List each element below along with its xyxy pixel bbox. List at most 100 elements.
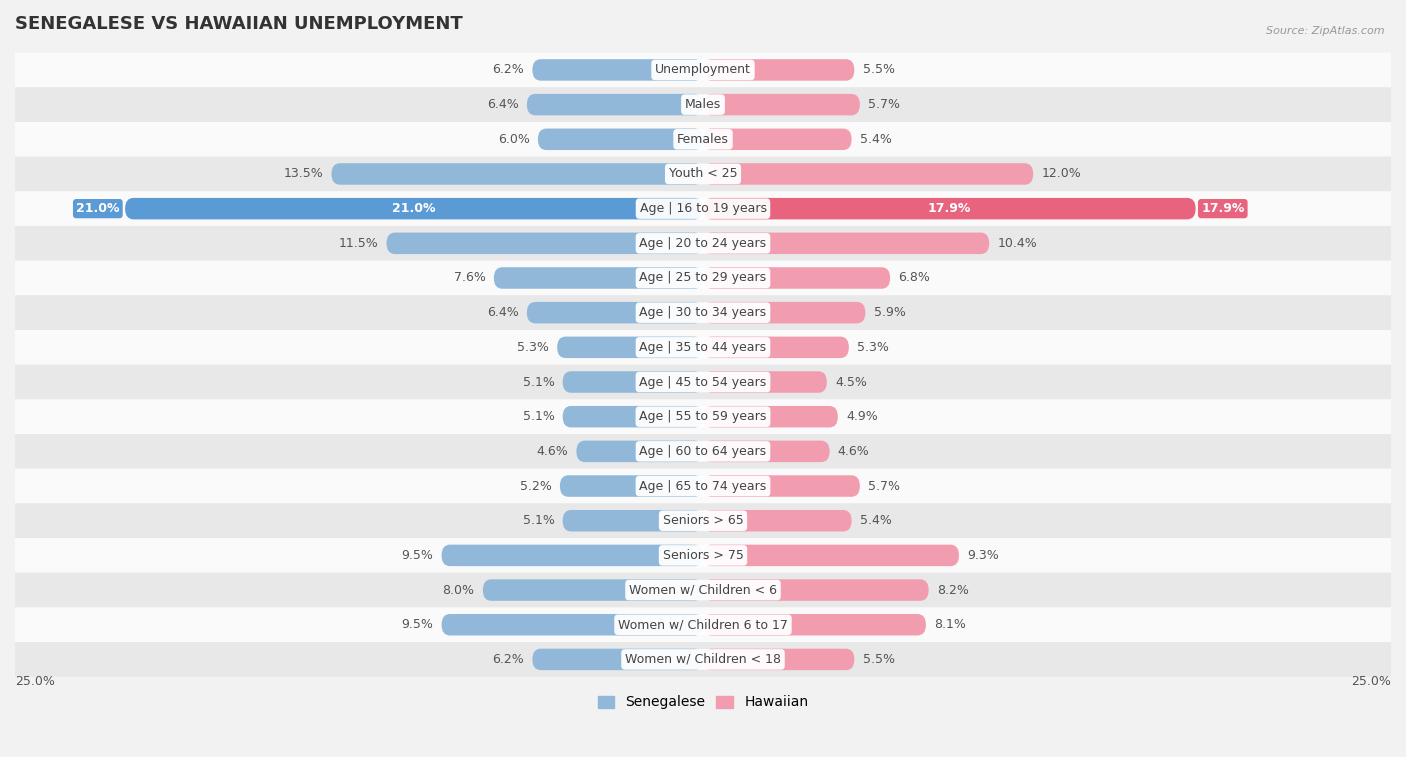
FancyBboxPatch shape bbox=[538, 129, 703, 150]
FancyBboxPatch shape bbox=[562, 406, 703, 428]
FancyBboxPatch shape bbox=[15, 295, 1391, 330]
FancyBboxPatch shape bbox=[15, 157, 1391, 192]
Text: Age | 45 to 54 years: Age | 45 to 54 years bbox=[640, 375, 766, 388]
Text: 9.5%: 9.5% bbox=[402, 549, 433, 562]
FancyBboxPatch shape bbox=[703, 232, 990, 254]
FancyBboxPatch shape bbox=[557, 337, 703, 358]
FancyBboxPatch shape bbox=[703, 59, 855, 81]
Text: 4.6%: 4.6% bbox=[537, 445, 568, 458]
Text: 25.0%: 25.0% bbox=[15, 675, 55, 688]
FancyBboxPatch shape bbox=[15, 365, 1391, 400]
FancyBboxPatch shape bbox=[15, 226, 1391, 260]
Text: 5.7%: 5.7% bbox=[868, 479, 900, 493]
Text: 7.6%: 7.6% bbox=[454, 272, 485, 285]
Text: 11.5%: 11.5% bbox=[339, 237, 378, 250]
FancyBboxPatch shape bbox=[441, 614, 703, 635]
Text: Age | 65 to 74 years: Age | 65 to 74 years bbox=[640, 479, 766, 493]
Text: 4.5%: 4.5% bbox=[835, 375, 868, 388]
Text: 17.9%: 17.9% bbox=[928, 202, 972, 215]
FancyBboxPatch shape bbox=[15, 434, 1391, 469]
FancyBboxPatch shape bbox=[15, 330, 1391, 365]
Text: Women w/ Children < 6: Women w/ Children < 6 bbox=[628, 584, 778, 597]
Text: Age | 16 to 19 years: Age | 16 to 19 years bbox=[640, 202, 766, 215]
Legend: Senegalese, Hawaiian: Senegalese, Hawaiian bbox=[592, 690, 814, 715]
FancyBboxPatch shape bbox=[527, 302, 703, 323]
FancyBboxPatch shape bbox=[15, 503, 1391, 538]
Text: Males: Males bbox=[685, 98, 721, 111]
FancyBboxPatch shape bbox=[387, 232, 703, 254]
FancyBboxPatch shape bbox=[15, 573, 1391, 607]
Text: Women w/ Children < 18: Women w/ Children < 18 bbox=[626, 653, 780, 666]
Text: 21.0%: 21.0% bbox=[76, 202, 120, 215]
FancyBboxPatch shape bbox=[15, 192, 1391, 226]
Text: 5.1%: 5.1% bbox=[523, 375, 554, 388]
Text: 21.0%: 21.0% bbox=[392, 202, 436, 215]
FancyBboxPatch shape bbox=[703, 371, 827, 393]
FancyBboxPatch shape bbox=[560, 475, 703, 497]
Text: 25.0%: 25.0% bbox=[1351, 675, 1391, 688]
FancyBboxPatch shape bbox=[441, 544, 703, 566]
Text: Unemployment: Unemployment bbox=[655, 64, 751, 76]
FancyBboxPatch shape bbox=[703, 337, 849, 358]
FancyBboxPatch shape bbox=[332, 164, 703, 185]
Text: 5.9%: 5.9% bbox=[873, 306, 905, 319]
Text: 6.8%: 6.8% bbox=[898, 272, 931, 285]
Text: Age | 60 to 64 years: Age | 60 to 64 years bbox=[640, 445, 766, 458]
FancyBboxPatch shape bbox=[703, 198, 1195, 220]
Text: 5.3%: 5.3% bbox=[517, 341, 548, 354]
Text: Age | 55 to 59 years: Age | 55 to 59 years bbox=[640, 410, 766, 423]
Text: 12.0%: 12.0% bbox=[1042, 167, 1081, 180]
FancyBboxPatch shape bbox=[703, 649, 855, 670]
Text: 17.9%: 17.9% bbox=[1201, 202, 1244, 215]
Text: 4.9%: 4.9% bbox=[846, 410, 877, 423]
Text: Source: ZipAtlas.com: Source: ZipAtlas.com bbox=[1267, 26, 1385, 36]
Text: 5.4%: 5.4% bbox=[860, 514, 891, 527]
Text: 6.4%: 6.4% bbox=[486, 306, 519, 319]
Text: Age | 20 to 24 years: Age | 20 to 24 years bbox=[640, 237, 766, 250]
FancyBboxPatch shape bbox=[703, 302, 865, 323]
FancyBboxPatch shape bbox=[527, 94, 703, 115]
Text: 5.5%: 5.5% bbox=[863, 653, 894, 666]
FancyBboxPatch shape bbox=[15, 538, 1391, 573]
Text: Seniors > 65: Seniors > 65 bbox=[662, 514, 744, 527]
Text: 6.2%: 6.2% bbox=[492, 653, 524, 666]
FancyBboxPatch shape bbox=[15, 400, 1391, 434]
FancyBboxPatch shape bbox=[533, 59, 703, 81]
FancyBboxPatch shape bbox=[15, 469, 1391, 503]
FancyBboxPatch shape bbox=[15, 87, 1391, 122]
FancyBboxPatch shape bbox=[703, 441, 830, 462]
Text: Women w/ Children 6 to 17: Women w/ Children 6 to 17 bbox=[619, 618, 787, 631]
FancyBboxPatch shape bbox=[533, 649, 703, 670]
FancyBboxPatch shape bbox=[703, 129, 852, 150]
Text: 5.1%: 5.1% bbox=[523, 514, 554, 527]
Text: 9.3%: 9.3% bbox=[967, 549, 998, 562]
FancyBboxPatch shape bbox=[703, 579, 929, 601]
FancyBboxPatch shape bbox=[15, 52, 1391, 87]
FancyBboxPatch shape bbox=[703, 164, 1033, 185]
Text: Age | 25 to 29 years: Age | 25 to 29 years bbox=[640, 272, 766, 285]
FancyBboxPatch shape bbox=[125, 198, 703, 220]
Text: 8.0%: 8.0% bbox=[443, 584, 475, 597]
FancyBboxPatch shape bbox=[562, 510, 703, 531]
FancyBboxPatch shape bbox=[482, 579, 703, 601]
FancyBboxPatch shape bbox=[15, 260, 1391, 295]
Text: 5.5%: 5.5% bbox=[863, 64, 894, 76]
Text: 5.4%: 5.4% bbox=[860, 132, 891, 146]
Text: Youth < 25: Youth < 25 bbox=[669, 167, 737, 180]
Text: Seniors > 75: Seniors > 75 bbox=[662, 549, 744, 562]
Text: 5.2%: 5.2% bbox=[520, 479, 551, 493]
Text: 5.7%: 5.7% bbox=[868, 98, 900, 111]
Text: 13.5%: 13.5% bbox=[284, 167, 323, 180]
FancyBboxPatch shape bbox=[15, 607, 1391, 642]
Text: 9.5%: 9.5% bbox=[402, 618, 433, 631]
Text: 8.1%: 8.1% bbox=[934, 618, 966, 631]
Text: Age | 35 to 44 years: Age | 35 to 44 years bbox=[640, 341, 766, 354]
Text: 6.0%: 6.0% bbox=[498, 132, 530, 146]
FancyBboxPatch shape bbox=[15, 122, 1391, 157]
Text: 4.6%: 4.6% bbox=[838, 445, 869, 458]
FancyBboxPatch shape bbox=[703, 267, 890, 288]
FancyBboxPatch shape bbox=[703, 94, 860, 115]
Text: 6.2%: 6.2% bbox=[492, 64, 524, 76]
FancyBboxPatch shape bbox=[576, 441, 703, 462]
Text: 10.4%: 10.4% bbox=[997, 237, 1038, 250]
